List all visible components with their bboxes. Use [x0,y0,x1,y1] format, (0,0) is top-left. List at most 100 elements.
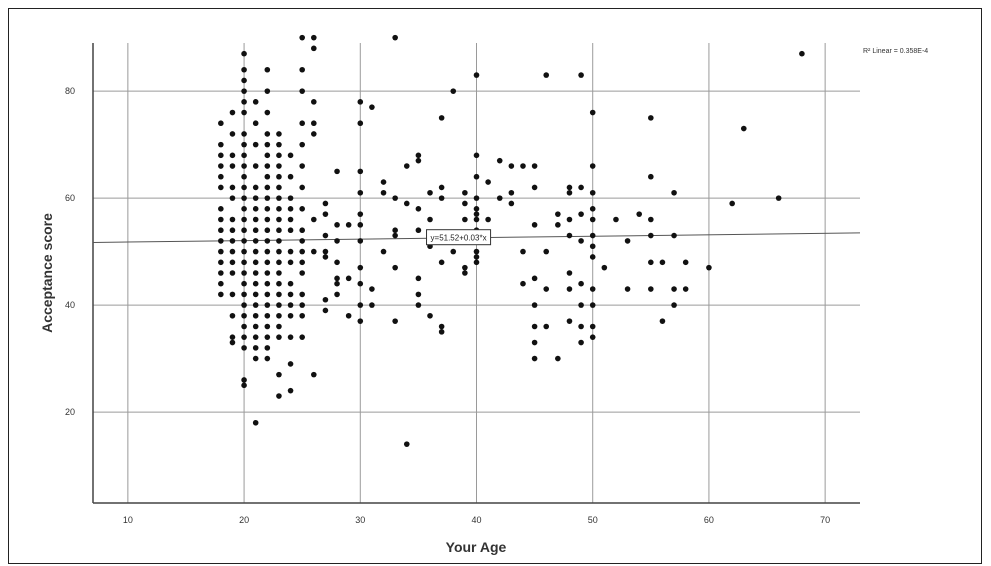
data-point [241,99,247,105]
data-point [264,302,271,308]
data-point [299,88,305,94]
data-point [264,280,271,287]
data-point [299,206,305,212]
data-point [427,216,433,223]
data-point [241,377,247,383]
data-point [438,184,445,191]
data-point [264,163,271,169]
data-point [648,216,654,223]
data-point [241,227,247,234]
data-point [252,419,259,426]
data-point [566,270,573,276]
data-point [357,211,364,217]
data-point [357,238,364,244]
data-point [264,152,271,159]
data-point [566,286,573,292]
data-point [252,99,259,105]
data-point [218,238,224,244]
data-point [334,222,340,228]
data-point [380,248,387,255]
data-point [218,259,224,266]
data-point [287,195,294,201]
data-point [229,163,236,169]
data-point [241,66,247,73]
data-point [299,141,305,148]
data-point [566,184,573,191]
scatter-chart: 10 20 30 40 50 60 70 20 40 60 80 y=51.52+0.03*x R… [39,34,928,555]
data-point [392,264,398,271]
data-point [264,141,271,148]
data-point [485,216,491,223]
data-point [241,141,247,148]
data-point [252,334,259,340]
data-point [218,227,224,234]
data-point [218,152,224,159]
x-tick-label: 40 [471,515,481,525]
data-point [287,312,294,319]
data-point [589,206,596,212]
data-point [252,227,259,234]
data-point [276,371,282,378]
data-point [543,323,550,330]
data-point [322,200,329,207]
data-point [276,141,282,148]
data-point [311,99,317,105]
data-point [311,371,317,378]
data-points [218,34,805,447]
data-point [403,163,410,169]
data-point [589,109,596,116]
data-point [322,232,329,239]
x-tick-label: 10 [123,515,133,525]
data-point [311,45,317,52]
data-point [252,120,259,127]
data-point [287,248,294,255]
data-point [566,318,573,324]
data-point [218,120,224,127]
x-tick-label: 60 [704,515,714,525]
data-point [438,329,445,335]
data-point [241,312,247,319]
data-point [252,216,259,223]
data-point [311,34,317,41]
data-point [462,216,468,223]
data-point [450,248,457,255]
data-point [671,302,677,308]
data-point [624,238,631,244]
data-point [671,232,677,239]
data-point [485,179,491,185]
data-point [450,88,457,94]
data-point [276,270,282,276]
data-point [299,163,305,169]
data-point [380,179,387,185]
data-point [589,334,596,340]
data-point [473,152,480,159]
data-point [264,66,271,73]
data-point [520,280,526,287]
data-point [229,227,236,234]
y-axis-title: Acceptance score [39,213,55,333]
data-point [648,232,654,239]
data-point [276,393,282,399]
data-point [252,270,259,276]
data-point [508,189,515,196]
data-point [299,302,305,308]
data-point [520,248,526,255]
data-point [415,275,422,282]
data-point [229,109,236,116]
data-point [229,291,236,298]
data-point [241,152,247,159]
data-point [531,339,538,346]
data-point [241,291,247,298]
data-point [229,238,236,244]
data-point [555,355,561,362]
data-point [264,291,271,298]
data-point [589,232,596,239]
data-point [427,312,433,319]
data-point [229,184,236,191]
data-point [531,222,538,228]
data-point [392,34,398,41]
data-point [392,318,398,324]
data-point [241,195,247,201]
data-point [357,222,364,228]
data-point [578,339,584,346]
